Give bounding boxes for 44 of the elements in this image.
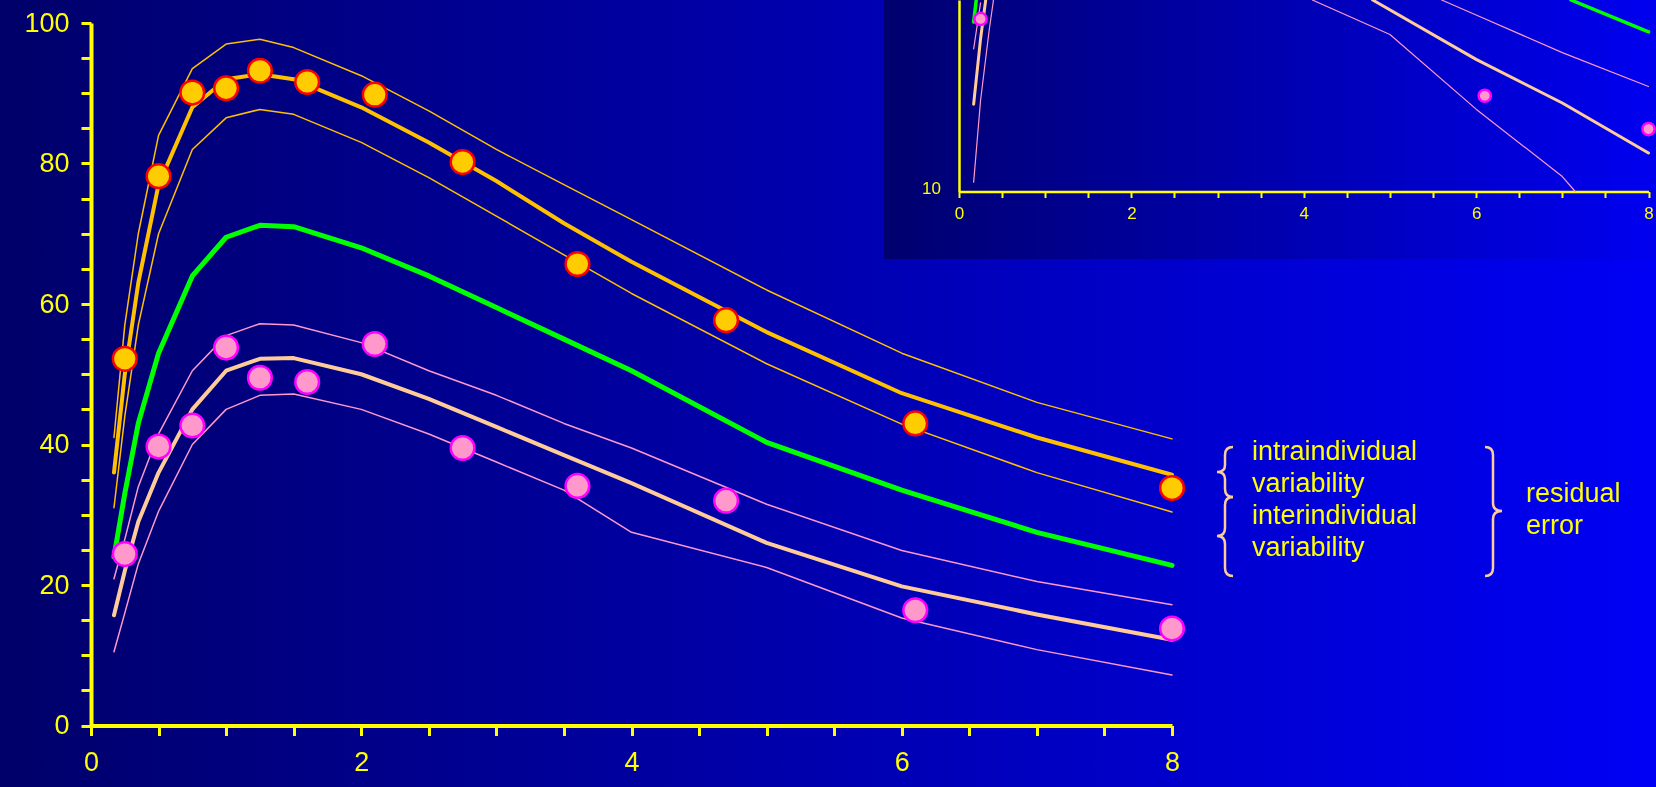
point xyxy=(145,433,172,460)
point xyxy=(449,434,476,462)
point xyxy=(145,163,172,190)
point xyxy=(713,487,740,514)
point xyxy=(564,250,591,278)
y-tick-label: 0 xyxy=(54,710,70,740)
point xyxy=(294,68,321,96)
point xyxy=(213,75,240,102)
y-tick-label: 60 xyxy=(39,288,70,319)
x-tick-label: 6 xyxy=(894,747,910,777)
point xyxy=(361,330,388,358)
point xyxy=(294,368,321,396)
point xyxy=(1158,475,1186,502)
annotation: 10 xyxy=(921,178,941,200)
x-tick-label: 2 xyxy=(354,747,370,777)
point xyxy=(179,412,206,439)
point xyxy=(713,307,740,334)
point xyxy=(111,541,138,568)
x-tick-label: 8 xyxy=(1644,204,1654,223)
x-tick-label: 6 xyxy=(1471,204,1482,223)
x-tick-label: 8 xyxy=(1164,747,1181,777)
point xyxy=(902,597,929,624)
y-tick-label: 80 xyxy=(39,148,70,178)
x-tick-label: 0 xyxy=(954,204,965,223)
point xyxy=(246,57,273,84)
point xyxy=(564,472,591,500)
point xyxy=(246,364,273,391)
point xyxy=(902,410,929,437)
point xyxy=(361,81,388,108)
line-series xyxy=(113,322,1173,606)
x-tick-label: 4 xyxy=(624,747,640,777)
point xyxy=(179,79,206,106)
y-tick-label: 20 xyxy=(39,569,70,600)
text: interindividual variability xyxy=(1252,499,1419,563)
point xyxy=(111,345,138,372)
y-tick-label: 100 xyxy=(24,7,70,38)
x-tick-label: 4 xyxy=(1299,204,1309,223)
x-tick-label: 0 xyxy=(83,747,100,777)
y-tick-label: 40 xyxy=(39,429,70,459)
x-tick-label: 2 xyxy=(1127,204,1137,223)
point xyxy=(449,149,476,176)
point xyxy=(213,334,240,361)
point xyxy=(1158,615,1186,642)
text: residual error xyxy=(1526,477,1622,541)
